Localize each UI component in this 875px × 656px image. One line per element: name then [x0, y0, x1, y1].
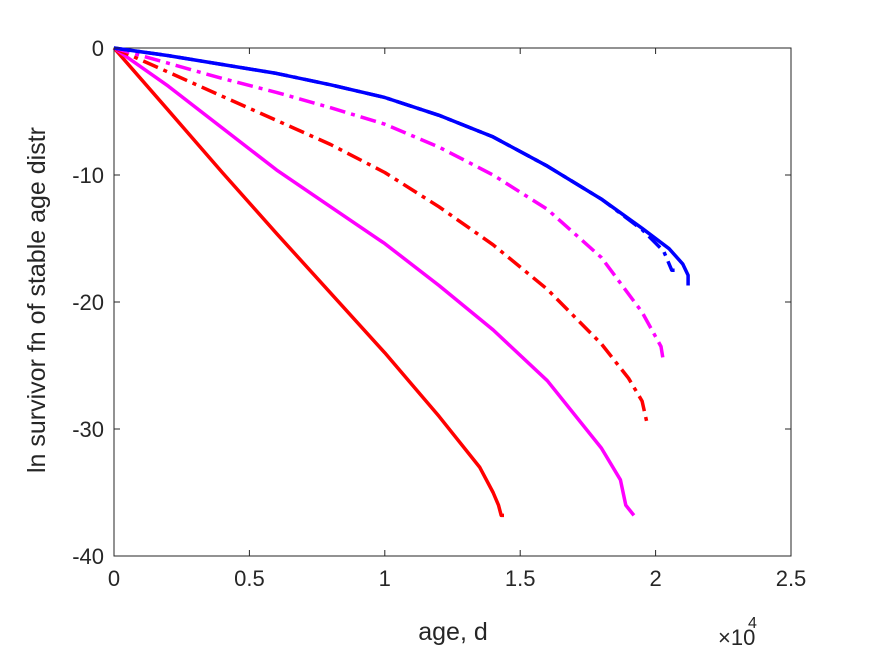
y-tick-label: -20	[72, 290, 104, 315]
x-axis-label: age, d	[418, 618, 488, 646]
y-tick-label: -30	[72, 417, 104, 442]
y-axis-ticks: 0 -10 -20 -30 -40	[72, 36, 791, 569]
y-tick-label: -10	[72, 163, 104, 188]
series-line-2	[112, 46, 636, 517]
x-tick-label: 2	[649, 566, 661, 591]
x-tick-label: 0.5	[234, 566, 265, 591]
svg-text:4: 4	[748, 615, 757, 632]
x-exponent-label: ×10 4	[718, 615, 757, 650]
x-axis-ticks: 0 0.5 1 1.5 2 2.5	[108, 48, 806, 591]
x-tick-label: 0	[108, 566, 120, 591]
x-tick-label: 2.5	[776, 566, 807, 591]
y-axis-label: ln survivor fn of stable age distr	[23, 127, 51, 473]
series-line-6	[113, 46, 690, 286]
svg-text:×10: ×10	[718, 625, 755, 650]
x-tick-label: 1.5	[505, 566, 536, 591]
series-line-3	[113, 46, 650, 426]
plot-area	[112, 46, 792, 557]
series-line-1	[112, 46, 504, 518]
x-tick-label: 1	[379, 566, 391, 591]
y-tick-label: 0	[92, 36, 104, 61]
y-tick-label: -40	[72, 544, 104, 569]
